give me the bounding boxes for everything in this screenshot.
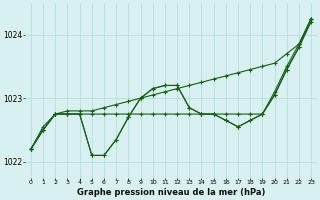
X-axis label: Graphe pression niveau de la mer (hPa): Graphe pression niveau de la mer (hPa) bbox=[77, 188, 265, 197]
